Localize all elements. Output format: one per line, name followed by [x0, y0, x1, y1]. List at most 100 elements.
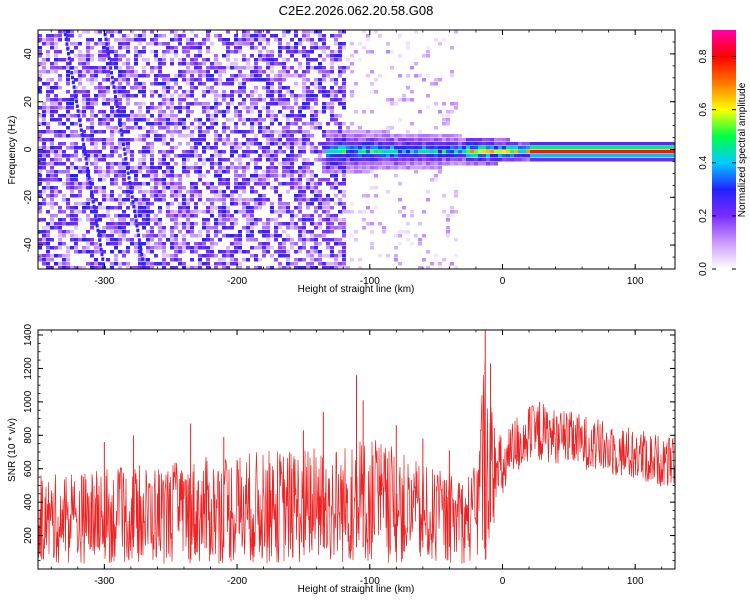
heatmap-cell	[98, 214, 102, 218]
heatmap-cell	[414, 170, 418, 174]
heatmap-cell	[74, 246, 78, 250]
heatmap-cell	[218, 258, 222, 262]
heatmap-cell	[286, 250, 290, 254]
heatmap-cell	[182, 198, 186, 202]
heatmap-cell	[106, 62, 110, 66]
heatmap-cell	[202, 218, 206, 222]
heatmap-cell	[286, 102, 290, 106]
heatmap-cell	[318, 194, 322, 198]
heatmap-cell	[198, 102, 202, 106]
heatmap-cell	[330, 226, 334, 230]
heatmap-cell	[182, 202, 186, 206]
heatmap-cell	[38, 138, 42, 142]
heatmap-cell	[298, 130, 302, 134]
heatmap-cell	[350, 90, 354, 94]
heatmap-cell	[302, 158, 306, 162]
heatmap-cell	[82, 110, 86, 114]
heatmap-cell	[46, 194, 50, 198]
heatmap-cell	[354, 142, 358, 146]
heatmap-cell	[42, 202, 46, 206]
heatmap-cell	[94, 219, 98, 223]
heatmap-cell	[117, 114, 121, 118]
heatmap-cell	[202, 58, 206, 62]
heatmap-cell	[226, 102, 230, 106]
heatmap-cell	[322, 78, 326, 82]
heatmap-cell	[86, 58, 90, 62]
heatmap-cell	[90, 162, 94, 166]
heatmap-cell	[282, 78, 286, 82]
heatmap-cell	[434, 178, 438, 182]
heatmap-cell	[298, 230, 302, 234]
heatmap-cell	[326, 218, 330, 222]
heatmap-cell	[66, 174, 70, 178]
heatmap-cell	[382, 154, 386, 158]
heatmap-cell	[142, 126, 146, 130]
heatmap-cell	[378, 146, 382, 150]
heatmap-cell	[222, 142, 226, 146]
heatmap-cell	[286, 258, 290, 262]
heatmap-cell	[258, 154, 262, 158]
heatmap-cell	[446, 226, 450, 230]
heatmap-cell	[38, 130, 42, 134]
heatmap-cell	[122, 70, 126, 74]
heatmap-cell	[154, 174, 158, 178]
heatmap-cell	[314, 66, 318, 70]
heatmap-cell	[98, 170, 102, 174]
heatmap-cell	[242, 190, 246, 194]
heatmap-cell	[210, 66, 214, 70]
heatmap-cell	[310, 38, 314, 42]
heatmap-cell	[86, 54, 90, 58]
heatmap-cell	[210, 182, 214, 186]
heatmap-cell	[74, 174, 78, 178]
heatmap-cell	[102, 102, 106, 106]
heatmap-cell	[450, 110, 454, 114]
heatmap-cell	[186, 114, 190, 118]
heatmap-cell	[182, 186, 186, 190]
heatmap-cell	[174, 34, 178, 38]
heatmap-cell	[158, 70, 162, 74]
heatmap-cell	[282, 62, 286, 66]
heatmap-cell	[310, 230, 314, 234]
heatmap-cell	[138, 266, 142, 269]
heatmap-cell	[62, 142, 66, 146]
heatmap-cell	[250, 178, 254, 182]
heatmap-cell	[290, 182, 294, 186]
heatmap-cell	[386, 154, 390, 158]
heatmap-cell	[258, 98, 262, 102]
heatmap-cell	[226, 134, 230, 138]
heatmap-cell	[338, 154, 342, 158]
heatmap-cell	[86, 250, 90, 254]
heatmap-cell	[114, 30, 118, 34]
heatmap-cell	[90, 210, 94, 214]
heatmap-cell	[218, 178, 222, 182]
heatmap-cell	[378, 162, 382, 166]
heatmap-cell	[298, 38, 302, 42]
heatmap-cell	[306, 142, 310, 146]
heatmap-cell	[350, 62, 354, 66]
heatmap-cell	[66, 198, 70, 202]
heatmap-cell	[514, 146, 518, 150]
heatmap-cell	[490, 150, 494, 154]
heatmap-cell	[302, 70, 306, 74]
heatmap-cell	[526, 154, 530, 158]
heatmap-cell	[294, 258, 298, 262]
heatmap-cell	[150, 186, 154, 190]
heatmap-cell	[370, 138, 374, 142]
heatmap-cell	[74, 42, 78, 46]
heatmap-cell	[322, 170, 326, 174]
heatmap-cell	[102, 46, 106, 50]
heatmap-cell	[106, 242, 110, 246]
heatmap-cell	[310, 190, 314, 194]
heatmap-cell	[194, 222, 198, 226]
heatmap-cell	[58, 122, 62, 126]
heatmap-cell	[302, 198, 306, 202]
heatmap-cell	[210, 250, 214, 254]
heatmap-cell	[110, 75, 114, 80]
heatmap-cell	[338, 138, 342, 142]
heatmap-cell	[210, 162, 214, 166]
heatmap-cell	[142, 198, 146, 202]
heatmap-cell	[138, 198, 142, 202]
heatmap-cell	[230, 258, 234, 262]
heatmap-cell	[298, 238, 302, 242]
heatmap-cell	[106, 54, 110, 58]
